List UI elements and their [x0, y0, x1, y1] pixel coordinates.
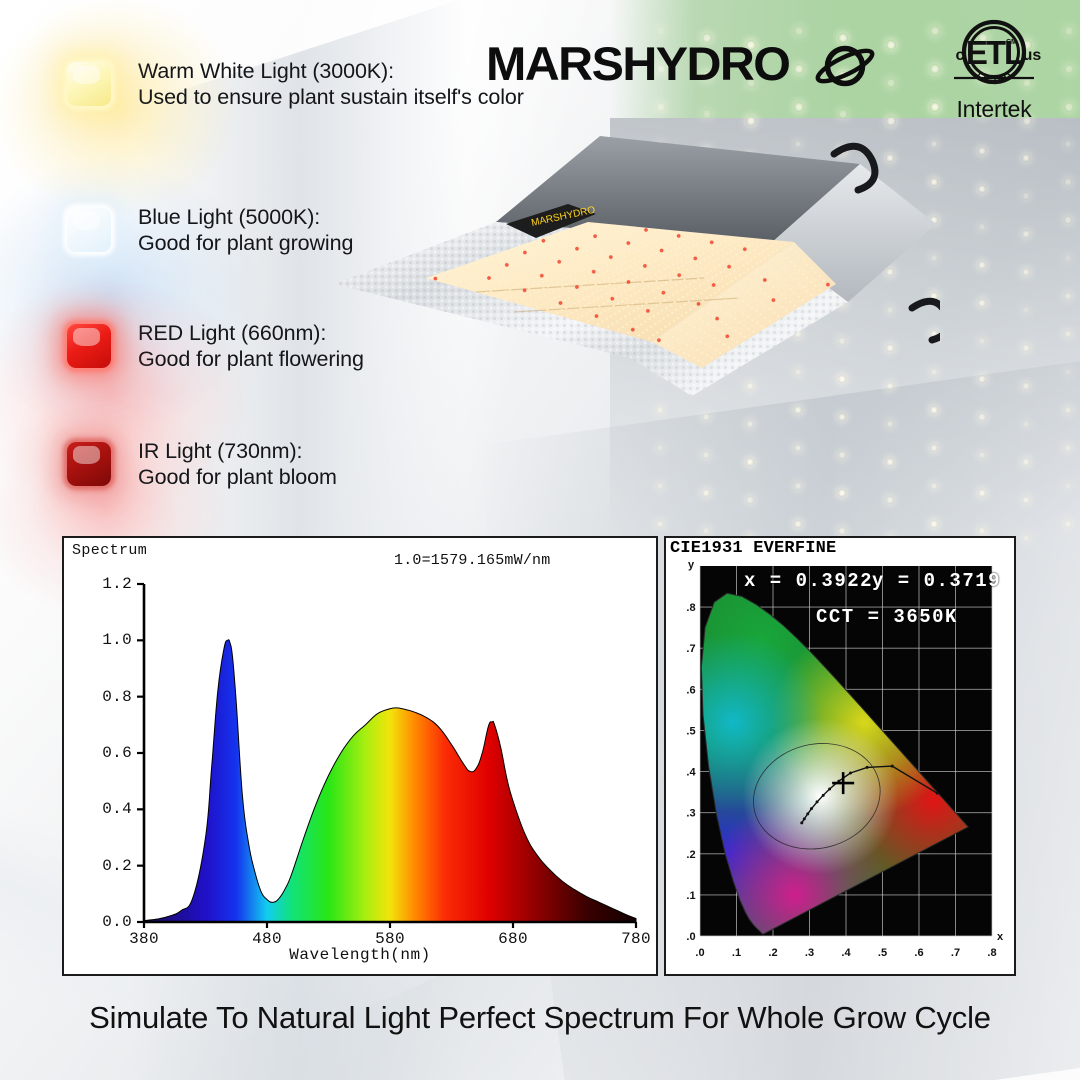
cie-x-tick: .6 [914, 947, 923, 959]
legend-title: RED Light (660nm): [138, 321, 327, 345]
legend-desc: Good for plant flowering [138, 347, 364, 372]
cie-y-tick: .4 [686, 767, 696, 779]
spectrum-y-tick: 0.0 [102, 913, 132, 931]
blue-glow-blob [0, 160, 260, 430]
spectrum-y-tick: 0.6 [102, 744, 132, 762]
etl-cm-text: CM [1006, 39, 1017, 46]
cie-x-tick: .4 [841, 947, 851, 959]
cie-y-tick: .8 [686, 602, 695, 614]
cie-x-tick: .3 [805, 947, 814, 959]
cie-x-axis-label: x [997, 931, 1004, 943]
cie-x-tick: .1 [732, 947, 741, 959]
spectrum-y-tick: 0.4 [102, 800, 132, 819]
spectrum-y-tick: 0.2 [102, 856, 132, 875]
spectrum-y-tick: 0.8 [102, 687, 132, 706]
cie-x-tick: .5 [878, 947, 887, 959]
legend-item-blue: Blue Light (5000K): Good for plant growi… [46, 204, 353, 256]
saturn-planet-icon [815, 45, 875, 87]
led-grow-light-panel: MARSHYDRO [300, 96, 952, 426]
cie-y-tick: .1 [686, 890, 695, 902]
cie-y-tick: .7 [686, 643, 695, 655]
spectrum-y-tick: 1.2 [102, 575, 132, 593]
cie-y-tick: .6 [686, 684, 695, 696]
spectrum-x-tick: 380 [129, 930, 159, 948]
etl-inner-ring [968, 26, 1020, 78]
red-led-swatch [67, 324, 111, 369]
logo-wordmark: MARSHYDRO [486, 39, 790, 91]
legend-item-ir: IR Light (730nm): Good for plant bloom [46, 438, 337, 490]
cie-y-tick: .0 [686, 931, 695, 943]
warm-white-led-swatch [67, 62, 111, 107]
cie-chart-title: CIE1931 EVERFINE [670, 539, 837, 558]
legend-desc: Good for plant growing [138, 231, 354, 256]
cie-title-bar: CIE1931 EVERFINE [666, 538, 1014, 562]
etl-certification-badge: ETL c us CM LISTED Intertek [936, 18, 1052, 123]
cie-y-axis-label: y [688, 559, 695, 571]
cie-x-tick: .7 [951, 947, 960, 959]
spectrum-chart-title: Spectrum [72, 542, 148, 559]
cie-plot: .0 .1 .2 .3 .4 .5 .6 .7 .8 .0 .1 .2 .3 .4 .5 .6 .7 .8 y x [686, 559, 1004, 959]
spectrum-chart: Spectrum 1.0=1579.165mW/nm 0.0 0.2 0.4 0.6 0… [62, 536, 658, 976]
blue-led-swatch [67, 208, 111, 253]
spectrum-x-tick: 480 [252, 930, 282, 948]
cie-y-tick: .3 [686, 808, 695, 820]
legend-desc: Used to ensure plant sustain itself's co… [138, 85, 524, 110]
cie-y-readout: y = 0.3719 [872, 570, 1002, 592]
red-glow-blob [0, 280, 250, 510]
cie-x-tick: .0 [695, 947, 704, 959]
cie-cct-readout: CCT = 3650K [816, 606, 958, 628]
warm-glow-blob [0, 0, 240, 219]
cie-measured-point [832, 772, 855, 795]
legend-item-red: RED Light (660nm): Good for plant flower… [46, 320, 364, 372]
spectrum-plot [137, 582, 638, 928]
cie-x-readout: x = 0.3922 [744, 570, 874, 592]
spectrum-y-tick: 1.0 [102, 631, 132, 650]
legend-title: Warm White Light (3000K): [138, 59, 394, 83]
legend-title: Blue Light (5000K): [138, 205, 321, 229]
etl-mark-text: ETL [966, 34, 1024, 71]
spectrum-x-tick: 780 [621, 930, 651, 948]
legend-desc: Good for plant bloom [138, 465, 337, 490]
legend-item-warm-white: Warm White Light (3000K): Used to ensure… [46, 58, 524, 110]
etl-outer-ring [961, 19, 1027, 85]
cie1931-chromaticity-chart: CIE1931 EVERFINE x = 0.3922 y = 0.3719 C… [664, 536, 1016, 976]
etl-prefix-c: c [956, 47, 965, 64]
cie-y-tick: .2 [686, 849, 695, 861]
ir-led-swatch [67, 442, 111, 487]
cie-x-tick: .2 [768, 947, 777, 959]
legend-title: IR Light (730nm): [138, 439, 303, 463]
spectrum-x-axis-label: Wavelength(nm) [289, 946, 431, 964]
marshydro-logo: MARSHYDRO [486, 36, 890, 98]
spectrum-normalization-label: 1.0=1579.165mW/nm [394, 552, 551, 569]
etl-suffix-us: us [1023, 47, 1042, 64]
cie-x-tick: .8 [987, 947, 996, 959]
cie-y-tick: .5 [686, 725, 695, 737]
tagline: Simulate To Natural Light Perfect Spectr… [89, 1000, 991, 1035]
spectrum-x-tick: 680 [498, 930, 528, 948]
spectrum-x-tick: 580 [375, 930, 405, 948]
intertek-label: Intertek [956, 96, 1032, 122]
